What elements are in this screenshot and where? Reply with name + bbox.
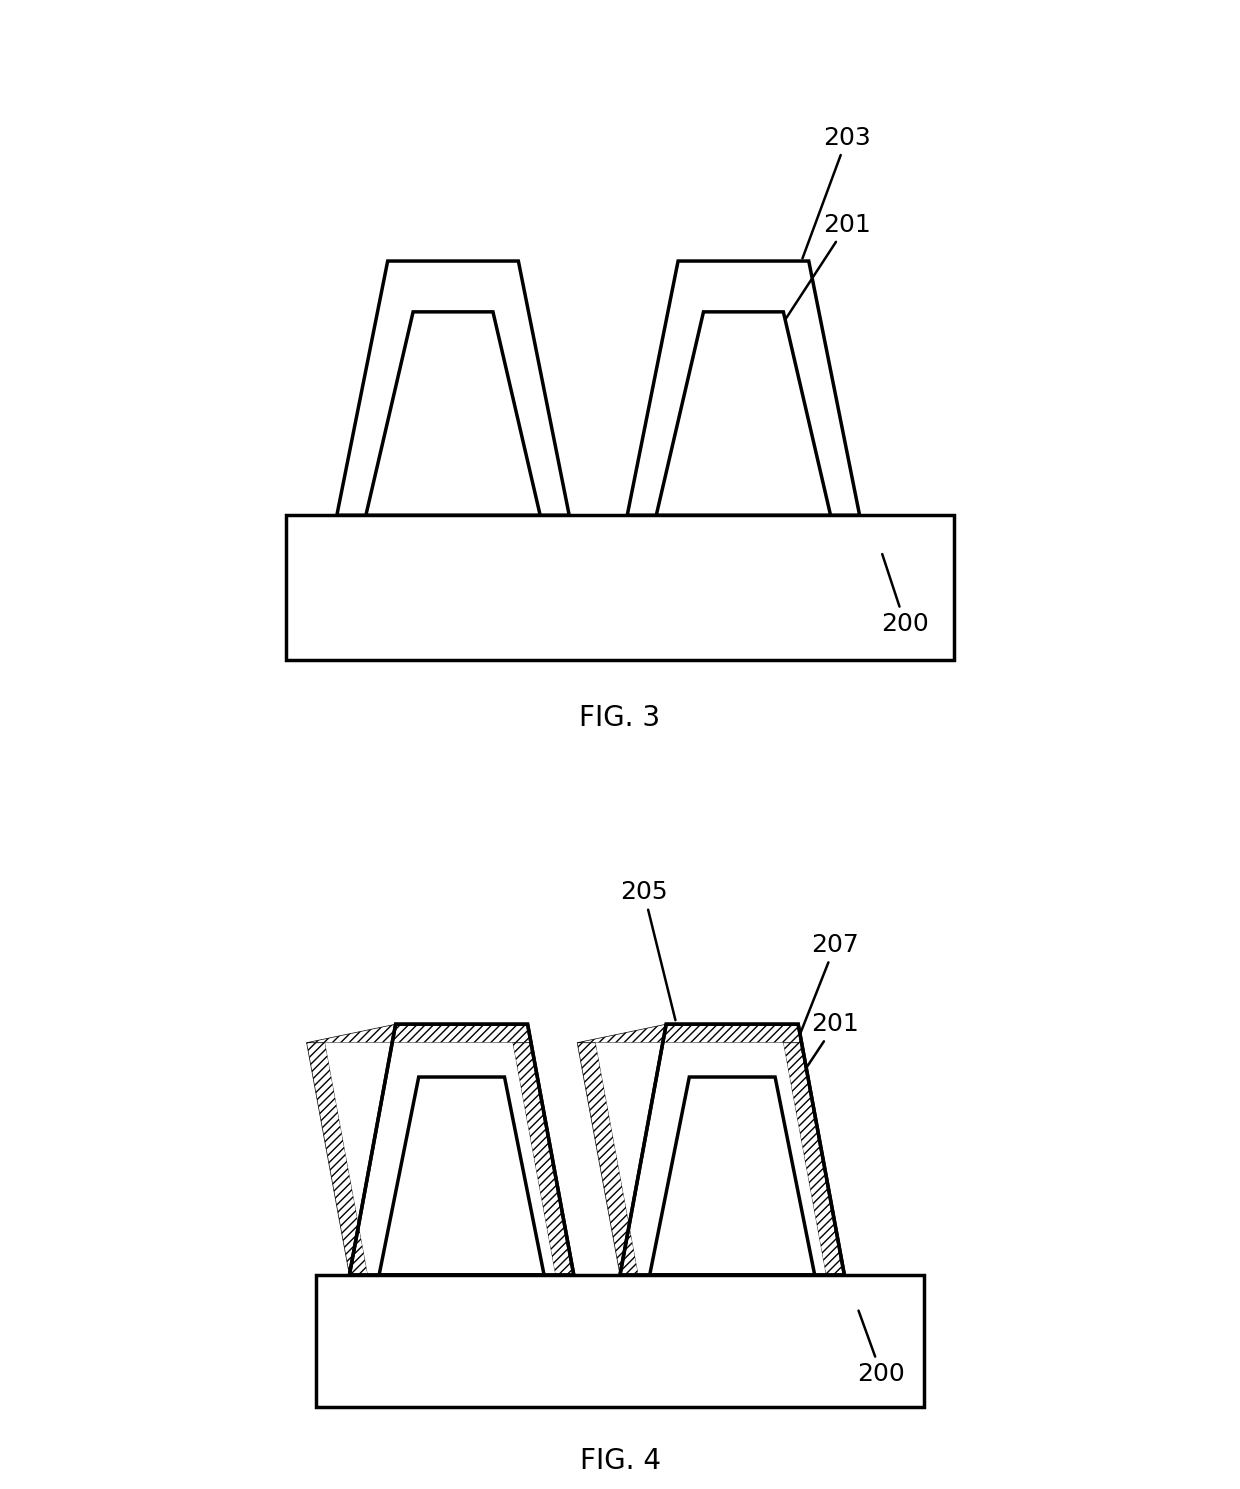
- Text: 201: 201: [766, 1013, 859, 1127]
- Text: FIG. 4: FIG. 4: [579, 1447, 661, 1474]
- Polygon shape: [577, 1024, 801, 1042]
- Polygon shape: [306, 1024, 531, 1042]
- Polygon shape: [306, 1042, 368, 1275]
- Text: 205: 205: [620, 880, 676, 1020]
- Polygon shape: [366, 311, 541, 515]
- Text: FIG. 3: FIG. 3: [579, 704, 661, 733]
- Polygon shape: [595, 1042, 826, 1275]
- Bar: [286, 515, 954, 660]
- Polygon shape: [512, 1042, 574, 1275]
- Polygon shape: [325, 1042, 556, 1275]
- Polygon shape: [627, 261, 859, 515]
- Bar: [316, 1275, 924, 1407]
- Polygon shape: [656, 311, 831, 515]
- Text: 200: 200: [882, 554, 929, 636]
- Text: 200: 200: [858, 1310, 905, 1386]
- Text: 207: 207: [790, 934, 859, 1062]
- Text: 201: 201: [777, 213, 870, 332]
- Text: 203: 203: [802, 125, 870, 259]
- Polygon shape: [577, 1042, 639, 1275]
- Polygon shape: [379, 1077, 544, 1275]
- Polygon shape: [650, 1077, 815, 1275]
- Polygon shape: [337, 261, 569, 515]
- Polygon shape: [784, 1042, 844, 1275]
